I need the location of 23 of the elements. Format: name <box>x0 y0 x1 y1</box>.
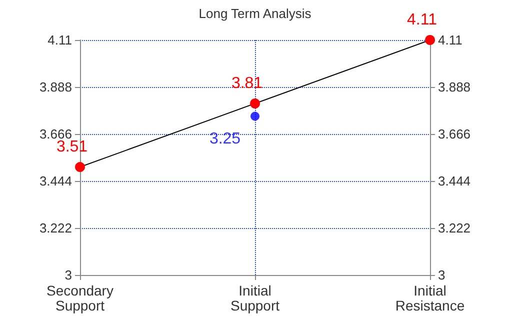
y2-tick-label: 3.222 <box>438 220 471 236</box>
y2-tick-label: 3 <box>438 268 446 282</box>
y-tick-label: 4.11 <box>48 32 72 48</box>
point <box>250 112 260 121</box>
y2-tick-label: 4.11 <box>438 32 462 48</box>
data-label: 3.81 <box>231 75 263 92</box>
y-tick-label: 3.666 <box>39 126 72 142</box>
y2-tick-label: 3.666 <box>438 126 471 142</box>
data-label: 4.11 <box>407 12 438 28</box>
data-label: 3.51 <box>56 138 88 156</box>
point <box>75 162 85 172</box>
y2-tick-label: 3.444 <box>438 174 471 188</box>
x-tick-label: Secondary Support <box>46 282 114 314</box>
chart-title: Long Term Analysis <box>198 6 312 21</box>
y-tick-label: 3.444 <box>39 174 72 188</box>
point <box>250 98 260 109</box>
x-tick-label: Initial Resistance <box>395 282 465 314</box>
annotation: 3.25 <box>209 130 241 148</box>
y2-tick-label: 3.888 <box>438 80 471 94</box>
y-tick-label: 3.888 <box>39 80 72 94</box>
y-tick-label: 3.222 <box>39 220 72 236</box>
y-tick-label: 3 <box>64 268 72 282</box>
x-tick-label: Initial Support <box>230 282 280 314</box>
